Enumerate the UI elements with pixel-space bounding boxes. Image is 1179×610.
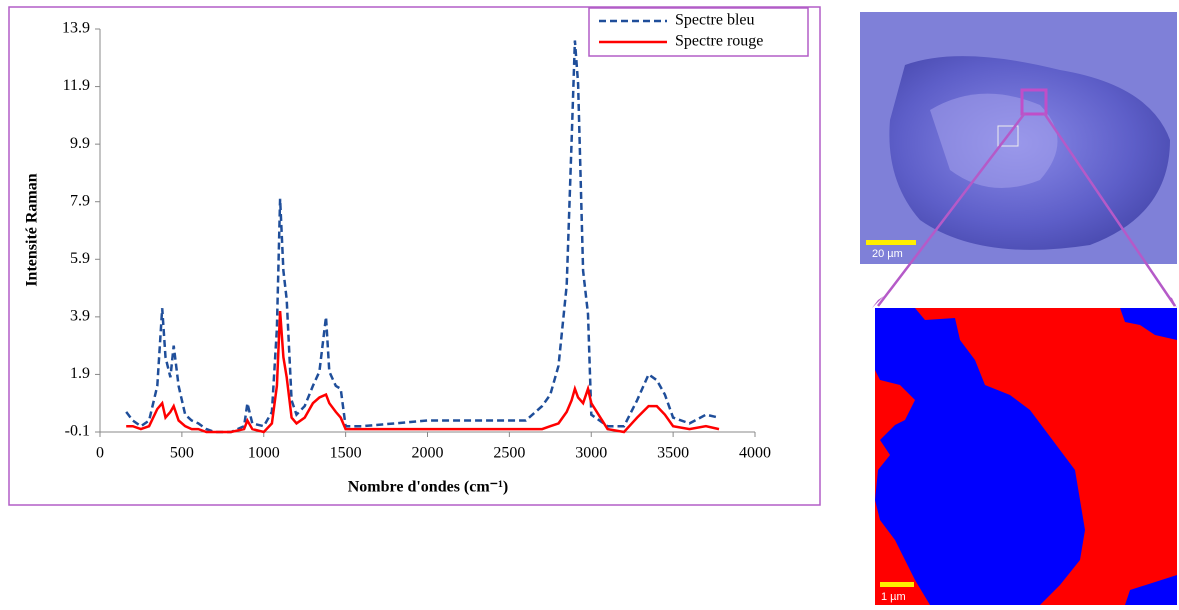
y-axis-title: Intensité Raman [24,173,41,286]
legend-label: Spectre rouge [675,33,763,50]
x-axis-title: Nombre d'ondes (cm⁻¹) [348,479,509,496]
y-tick-label: -0.1 [65,423,90,440]
x-tick-label: 0 [96,445,104,462]
y-tick-label: 3.9 [70,308,90,325]
x-tick-label: 1000 [248,445,280,462]
chart: -0.1 1.9 3.9 5.9 7.9 9.9 11.9 13.9 0 500 1000 1500 2… [62,7,809,462]
legend-label: Spectre bleu [675,12,755,29]
y-tick-label: 5.9 [70,250,90,267]
x-tick-label: 3000 [575,445,607,462]
arrow-head [1166,295,1177,308]
x-tick-label: 3500 [657,445,689,462]
x-tick-label: 2000 [412,445,444,462]
x-tick-label: 4000 [739,445,771,462]
y-tick-label: 7.9 [70,192,90,209]
raman-map: 1 µm [875,308,1177,605]
legend-box [588,7,809,57]
x-tick-label: 500 [170,445,194,462]
zoom-line [1042,112,1177,307]
y-tick-label: 1.9 [70,365,90,382]
scale-label: 20 µm [872,248,903,260]
y-tick-label: 13.9 [62,20,90,37]
x-tick-label: 2500 [493,445,525,462]
y-tick-label: 11.9 [63,77,90,94]
scale-label: 1 µm [881,591,906,603]
x-tick-label: 1500 [330,445,362,462]
y-tick-label: 9.9 [70,135,90,152]
microscope-image: 20 µm [860,12,1177,264]
series-line [126,311,720,434]
zoom-line [877,112,1026,307]
chart-frame [8,6,821,506]
series-line [125,40,720,434]
arrow-head [872,296,884,308]
